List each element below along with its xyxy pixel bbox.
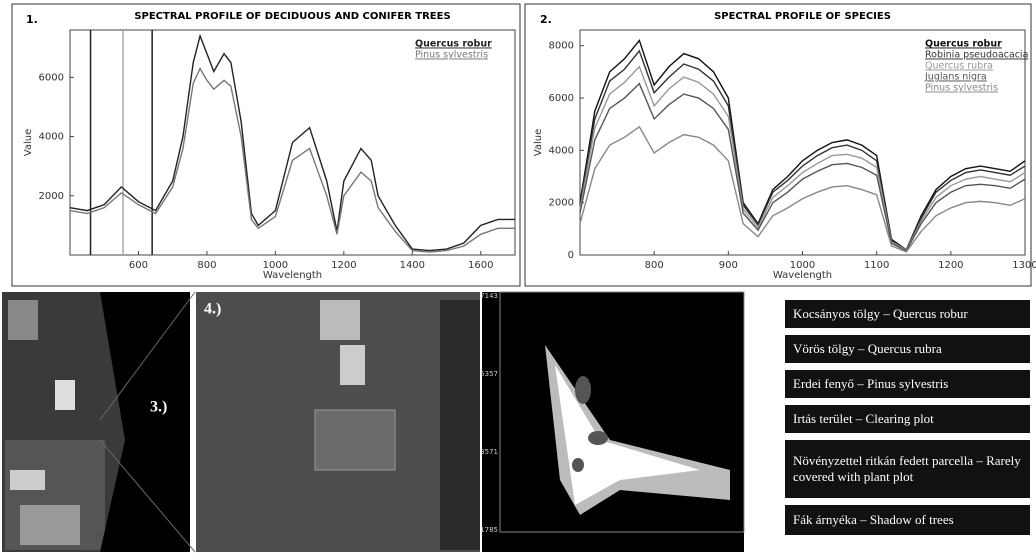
y-tick-label: 4000 — [39, 132, 64, 143]
chart-title: SPECTRAL PROFILE OF SPECIES — [714, 11, 891, 22]
plot-area — [69, 29, 516, 256]
image-detail — [55, 380, 75, 410]
x-tick-label: 800 — [197, 260, 216, 271]
x-tick-label: 1400 — [400, 260, 425, 271]
image-detail — [440, 300, 480, 550]
legend-row: Irtás terület – Clearing plot — [785, 405, 1030, 433]
y-tick-label: 8000 — [549, 41, 574, 52]
x-tick-label: 1200 — [938, 260, 963, 271]
y-tick-label: 4000 — [549, 145, 574, 156]
x-axis-label: Wavelength — [263, 270, 322, 281]
image-detail — [8, 300, 38, 340]
legend-row: Növényzettel ritkán fedett parcella – Ra… — [785, 440, 1030, 498]
series-line — [579, 125, 1026, 253]
y-axis-label: Value — [533, 129, 544, 156]
series-line — [579, 39, 1026, 251]
x-tick-label: 900 — [719, 260, 738, 271]
y-tick-label: 2000 — [549, 198, 574, 209]
legend-row: Kocsányos tölgy – Quercus robur — [785, 300, 1030, 328]
image-detail — [20, 505, 80, 545]
panel-frame — [11, 3, 521, 287]
chart-title: SPECTRAL PROFILE OF DECIDUOUS AND CONIFE… — [134, 11, 450, 22]
x-tick-label: 1200 — [331, 260, 356, 271]
zoom-line — [99, 439, 196, 553]
legend-entry: Juglans nigra — [924, 72, 987, 83]
series-line — [69, 33, 515, 252]
scatter-tick-label: 7143 — [480, 292, 498, 300]
scatter-tick-label: 5357 — [480, 370, 498, 378]
panel-label: 4.) — [204, 301, 221, 318]
y-tick-label: 6000 — [549, 93, 574, 104]
cluster — [572, 458, 584, 472]
series-line — [69, 66, 515, 253]
x-tick-label: 800 — [645, 260, 664, 271]
y-axis-label: Value — [23, 129, 34, 156]
cluster — [575, 376, 591, 404]
x-tick-label: 600 — [129, 260, 148, 271]
legend-entry: Quercus robur — [415, 39, 492, 50]
x-tick-label: 1000 — [790, 260, 815, 271]
panel-label: 2. — [540, 13, 552, 26]
y-tick-label: 6000 — [39, 72, 64, 83]
panel-label: 1. — [26, 13, 38, 26]
x-tick-label: 1100 — [864, 260, 889, 271]
panel-label: 3.) — [150, 399, 167, 416]
x-tick-label: 1600 — [468, 260, 493, 271]
legend-entry: Pinus sylvestris — [925, 83, 998, 94]
y-tick-label: 2000 — [39, 191, 64, 202]
cluster — [588, 431, 608, 445]
legend-entry: Pinus sylvestris — [415, 50, 488, 61]
image-detail — [314, 409, 396, 471]
series-line — [579, 49, 1026, 251]
series-line — [579, 65, 1026, 252]
image-detail — [340, 345, 365, 385]
zoom-line — [99, 291, 196, 421]
panel-frame — [524, 3, 1032, 287]
x-axis-label: Wavelength — [773, 270, 832, 281]
legend-row: Fák árnyéka – Shadow of trees — [785, 505, 1030, 535]
legend-row: Erdei fenyő – Pinus sylvestris — [785, 370, 1030, 398]
image-detail — [100, 292, 190, 552]
y-tick-label: 0 — [568, 250, 574, 261]
point-cloud — [555, 365, 700, 505]
scatter-tick-label: 3571 — [480, 448, 498, 456]
image-detail — [320, 300, 360, 340]
x-tick-label: 1300 — [1012, 260, 1036, 271]
legend-entry: Robinia pseudoacacia — [925, 50, 1028, 61]
scatter-tick-label: 1785 — [480, 526, 498, 534]
series-line — [579, 82, 1026, 252]
x-tick-label: 1000 — [263, 260, 288, 271]
image-detail — [10, 470, 45, 490]
legend-entry: Quercus robur — [925, 39, 1002, 50]
legend-entry: Quercus rubra — [925, 61, 993, 72]
legend-row: Vörös tölgy – Quercus rubra — [785, 335, 1030, 363]
